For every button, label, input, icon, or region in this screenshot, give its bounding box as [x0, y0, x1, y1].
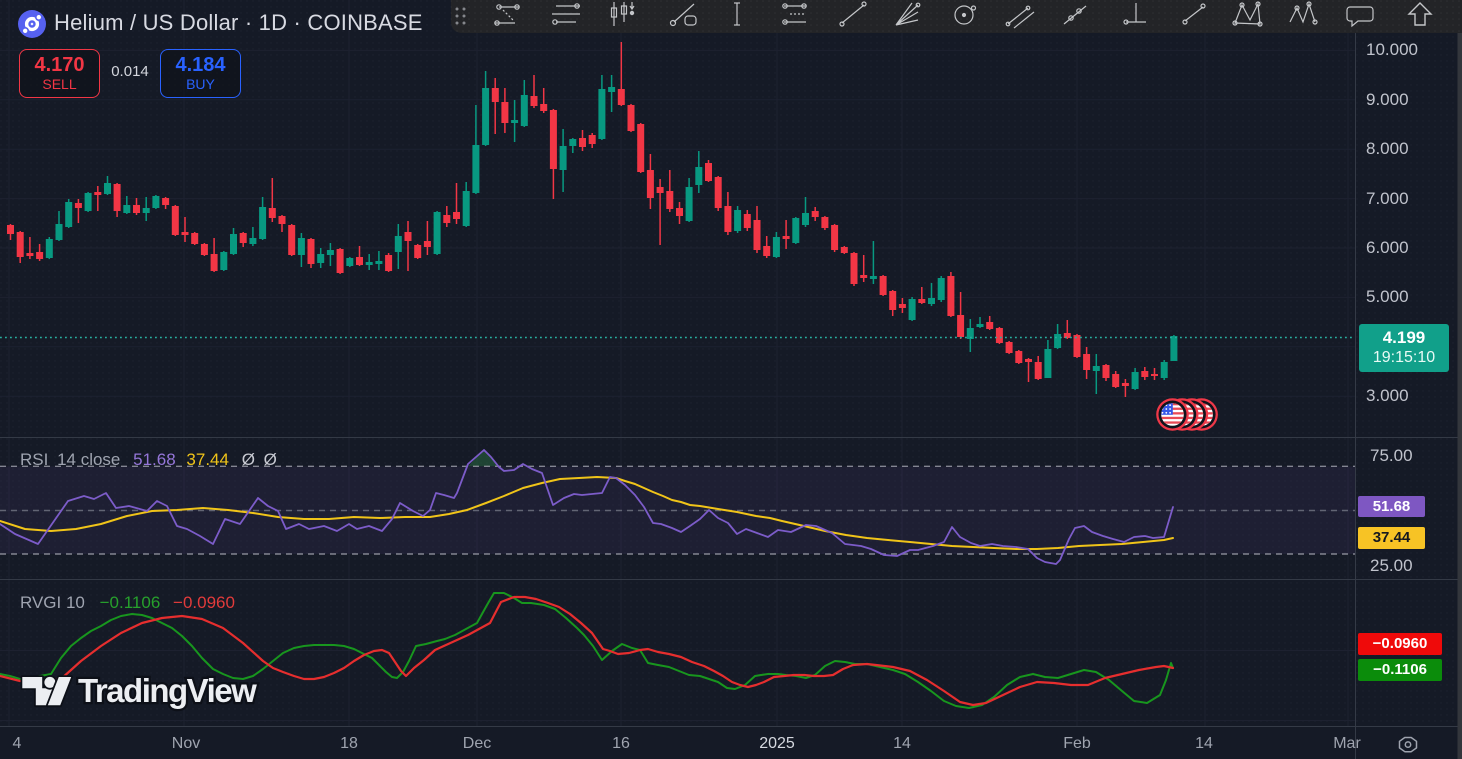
svg-text:TradingView: TradingView	[78, 672, 257, 709]
